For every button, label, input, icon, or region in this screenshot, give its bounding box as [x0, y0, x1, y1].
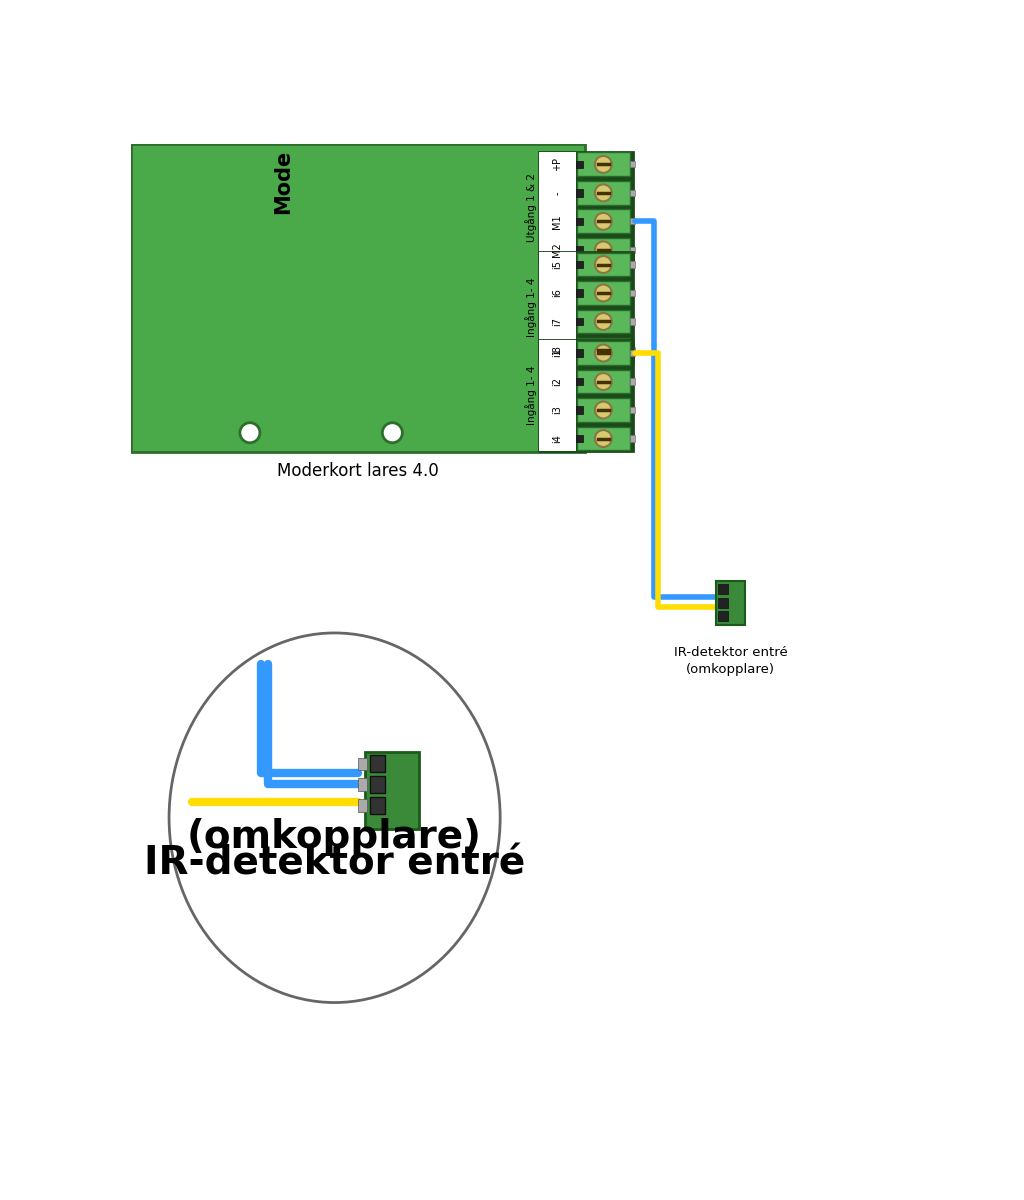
Circle shape [240, 422, 260, 443]
Circle shape [595, 212, 611, 230]
Text: i3: i3 [552, 406, 562, 414]
FancyBboxPatch shape [631, 290, 635, 296]
FancyBboxPatch shape [631, 190, 635, 196]
Text: Ingång 1- 4: Ingång 1- 4 [525, 366, 537, 426]
Text: Ingång 1- 4: Ingång 1- 4 [525, 277, 537, 337]
FancyBboxPatch shape [631, 436, 635, 442]
Circle shape [595, 313, 611, 330]
FancyBboxPatch shape [539, 252, 575, 362]
FancyBboxPatch shape [631, 350, 635, 356]
FancyBboxPatch shape [366, 752, 419, 829]
Text: M2: M2 [552, 242, 562, 257]
FancyBboxPatch shape [577, 434, 583, 443]
FancyBboxPatch shape [539, 151, 575, 263]
FancyBboxPatch shape [631, 247, 635, 253]
Circle shape [595, 373, 611, 390]
Circle shape [595, 156, 611, 173]
Circle shape [595, 284, 611, 301]
FancyBboxPatch shape [357, 779, 367, 791]
FancyBboxPatch shape [578, 426, 630, 450]
FancyBboxPatch shape [631, 262, 635, 268]
FancyBboxPatch shape [577, 260, 583, 269]
FancyBboxPatch shape [578, 152, 630, 176]
FancyBboxPatch shape [357, 799, 367, 811]
FancyBboxPatch shape [631, 161, 635, 168]
Text: (omkopplare): (omkopplare) [187, 818, 482, 856]
FancyBboxPatch shape [718, 584, 728, 594]
FancyBboxPatch shape [370, 755, 385, 773]
Text: i5: i5 [552, 260, 562, 269]
FancyBboxPatch shape [631, 407, 635, 413]
Text: IR-detektor entré: IR-detektor entré [674, 646, 787, 659]
FancyBboxPatch shape [577, 349, 583, 356]
FancyBboxPatch shape [578, 238, 630, 262]
FancyBboxPatch shape [578, 398, 630, 422]
FancyBboxPatch shape [577, 289, 583, 296]
Circle shape [595, 185, 611, 202]
Text: i4: i4 [552, 434, 562, 443]
Text: i7: i7 [552, 317, 562, 326]
Ellipse shape [169, 632, 500, 1002]
FancyBboxPatch shape [539, 341, 575, 451]
Circle shape [595, 430, 611, 446]
Text: IR-detektor entré: IR-detektor entré [144, 845, 525, 883]
FancyBboxPatch shape [577, 378, 583, 385]
Text: i6: i6 [552, 288, 562, 298]
Circle shape [595, 241, 611, 258]
Text: +P: +P [552, 157, 562, 172]
FancyBboxPatch shape [578, 341, 630, 365]
FancyBboxPatch shape [370, 776, 385, 793]
Text: Utgång 1 & 2: Utgång 1 & 2 [525, 173, 537, 241]
FancyBboxPatch shape [578, 281, 630, 305]
FancyBboxPatch shape [357, 757, 367, 770]
FancyBboxPatch shape [631, 218, 635, 224]
Circle shape [595, 402, 611, 419]
Text: i1: i1 [552, 349, 562, 358]
FancyBboxPatch shape [716, 581, 745, 625]
FancyBboxPatch shape [718, 598, 728, 607]
FancyBboxPatch shape [578, 370, 630, 394]
Circle shape [595, 342, 611, 359]
FancyBboxPatch shape [577, 161, 583, 168]
FancyBboxPatch shape [631, 318, 635, 324]
FancyBboxPatch shape [578, 181, 630, 205]
FancyBboxPatch shape [577, 318, 583, 325]
Text: i2: i2 [552, 377, 562, 386]
FancyBboxPatch shape [577, 246, 583, 253]
FancyBboxPatch shape [539, 151, 633, 263]
FancyBboxPatch shape [578, 310, 630, 334]
FancyBboxPatch shape [577, 346, 583, 354]
Text: -: - [552, 191, 562, 194]
FancyBboxPatch shape [539, 252, 633, 362]
FancyBboxPatch shape [578, 210, 630, 233]
Text: Mode: Mode [273, 150, 293, 215]
FancyBboxPatch shape [131, 144, 585, 452]
FancyBboxPatch shape [578, 252, 630, 276]
FancyBboxPatch shape [577, 406, 583, 414]
FancyBboxPatch shape [631, 347, 635, 353]
FancyBboxPatch shape [577, 190, 583, 197]
Text: i8: i8 [552, 346, 562, 354]
Circle shape [595, 256, 611, 272]
FancyBboxPatch shape [578, 338, 630, 362]
FancyBboxPatch shape [631, 378, 635, 385]
FancyBboxPatch shape [370, 797, 385, 814]
Circle shape [595, 344, 611, 361]
Text: Moderkort lares 4.0: Moderkort lares 4.0 [276, 462, 438, 480]
FancyBboxPatch shape [539, 341, 633, 451]
Text: (omkopplare): (omkopplare) [686, 662, 775, 676]
Circle shape [382, 422, 402, 443]
FancyBboxPatch shape [718, 611, 728, 620]
Text: M1: M1 [552, 214, 562, 229]
FancyBboxPatch shape [577, 217, 583, 226]
